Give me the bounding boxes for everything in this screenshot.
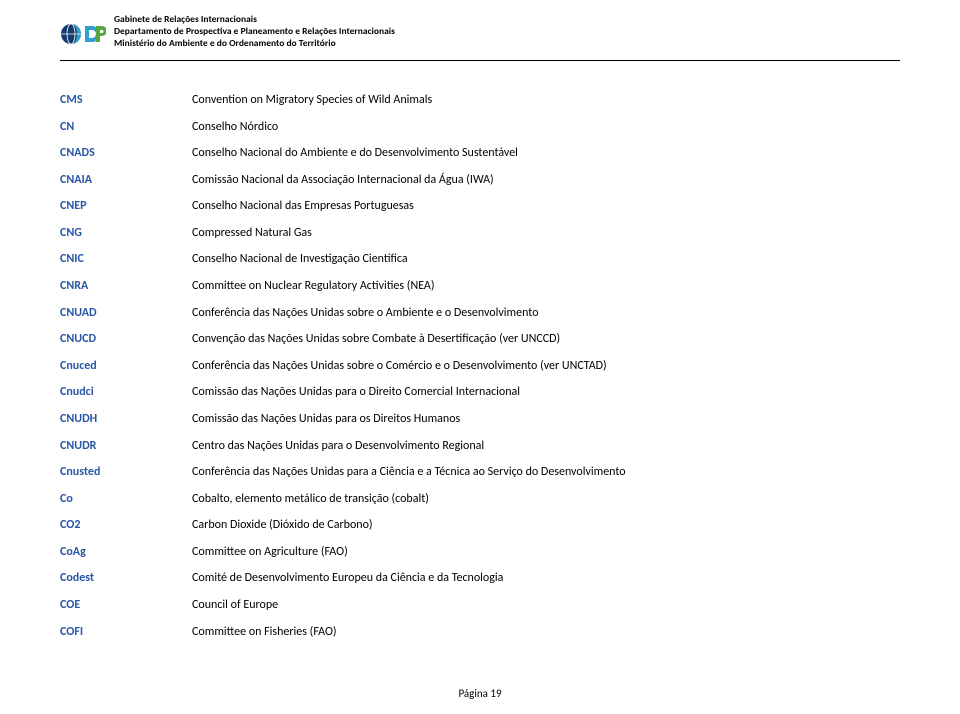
acronym-cell: CNUCD	[60, 332, 192, 359]
acronym-table: CMSConvention on Migratory Species of Wi…	[60, 93, 900, 651]
table-row: CNGCompressed Natural Gas	[60, 226, 900, 253]
table-row: CNConselho Nórdico	[60, 120, 900, 147]
acronym-cell: COE	[60, 598, 192, 625]
table-row: CNUADConferência das Nações Unidas sobre…	[60, 306, 900, 333]
acronym-cell: CNUAD	[60, 306, 192, 333]
table-row: CMSConvention on Migratory Species of Wi…	[60, 93, 900, 120]
acronym-cell: Codest	[60, 571, 192, 598]
acronym-cell: Cnudci	[60, 385, 192, 412]
header-divider	[60, 60, 900, 61]
definition-cell: Convention on Migratory Species of Wild …	[192, 93, 900, 120]
table-row: CodestComité de Desenvolvimento Europeu …	[60, 571, 900, 598]
definition-cell: Compressed Natural Gas	[192, 226, 900, 253]
table-row: CNEPConselho Nacional das Empresas Portu…	[60, 199, 900, 226]
definition-cell: Carbon Dioxide (Dióxido de Carbono)	[192, 518, 900, 545]
table-row: CNADSConselho Nacional do Ambiente e do …	[60, 146, 900, 173]
table-row: COECouncil of Europe	[60, 598, 900, 625]
definition-cell: Comité de Desenvolvimento Europeu da Ciê…	[192, 571, 900, 598]
page-footer: Página 19	[0, 687, 960, 700]
definition-cell: Comissão Nacional da Associação Internac…	[192, 173, 900, 200]
acronym-cell: CoAg	[60, 545, 192, 572]
acronym-cell: Cnuced	[60, 359, 192, 386]
acronym-cell: CNG	[60, 226, 192, 253]
table-row: CNUDRCentro das Nações Unidas para o Des…	[60, 439, 900, 466]
definition-cell: Comissão das Nações Unidas para os Direi…	[192, 412, 900, 439]
definition-cell: Convenção das Nações Unidas sobre Combat…	[192, 332, 900, 359]
acronym-cell: Co	[60, 492, 192, 519]
acronym-cell: CNAIA	[60, 173, 192, 200]
definition-cell: Conselho Nacional de Investigação Cientí…	[192, 252, 900, 279]
acronym-cell: CNADS	[60, 146, 192, 173]
header-line-2: Departamento de Prospectiva e Planeament…	[114, 26, 900, 38]
definition-cell: Conselho Nacional do Ambiente e do Desen…	[192, 146, 900, 173]
definition-cell: Conferência das Nações Unidas sobre o Am…	[192, 306, 900, 333]
acronym-table-wrap: CMSConvention on Migratory Species of Wi…	[60, 93, 900, 651]
acronym-cell: Cnusted	[60, 465, 192, 492]
acronym-table-body: CMSConvention on Migratory Species of Wi…	[60, 93, 900, 651]
definition-cell: Committee on Agriculture (FAO)	[192, 545, 900, 572]
document-page: Gabinete de Relações Internacionais Depa…	[0, 0, 960, 714]
table-row: CNUDHComissão das Nações Unidas para os …	[60, 412, 900, 439]
definition-cell: Centro das Nações Unidas para o Desenvol…	[192, 439, 900, 466]
definition-cell: Conferência das Nações Unidas sobre o Co…	[192, 359, 900, 386]
acronym-cell: CNRA	[60, 279, 192, 306]
org-logo-icon	[60, 16, 106, 52]
acronym-cell: CN	[60, 120, 192, 147]
table-row: CnustedConferência das Nações Unidas par…	[60, 465, 900, 492]
definition-cell: Conselho Nórdico	[192, 120, 900, 147]
table-row: CNAIAComissão Nacional da Associação Int…	[60, 173, 900, 200]
acronym-cell: CNEP	[60, 199, 192, 226]
table-row: COFICommittee on Fisheries (FAO)	[60, 625, 900, 652]
table-row: CNICConselho Nacional de Investigação Ci…	[60, 252, 900, 279]
header-line-3: Ministério do Ambiente e do Ordenamento …	[114, 38, 900, 50]
definition-cell: Conselho Nacional das Empresas Portugues…	[192, 199, 900, 226]
acronym-cell: CNUDH	[60, 412, 192, 439]
definition-cell: Conferência das Nações Unidas para a Ciê…	[192, 465, 900, 492]
definition-cell: Council of Europe	[192, 598, 900, 625]
acronym-cell: COFI	[60, 625, 192, 652]
table-row: CO2Carbon Dioxide (Dióxido de Carbono)	[60, 518, 900, 545]
definition-cell: Committee on Fisheries (FAO)	[192, 625, 900, 652]
table-row: CoCobalto, elemento metálico de transiçã…	[60, 492, 900, 519]
acronym-cell: CMS	[60, 93, 192, 120]
table-row: CnudciComissão das Nações Unidas para o …	[60, 385, 900, 412]
page-header: Gabinete de Relações Internacionais Depa…	[60, 14, 900, 52]
table-row: CoAgCommittee on Agriculture (FAO)	[60, 545, 900, 572]
definition-cell: Cobalto, elemento metálico de transição …	[192, 492, 900, 519]
table-row: CNRACommittee on Nuclear Regulatory Acti…	[60, 279, 900, 306]
header-text-block: Gabinete de Relações Internacionais Depa…	[114, 14, 900, 50]
table-row: CNUCDConvenção das Nações Unidas sobre C…	[60, 332, 900, 359]
definition-cell: Comissão das Nações Unidas para o Direit…	[192, 385, 900, 412]
table-row: CnucedConferência das Nações Unidas sobr…	[60, 359, 900, 386]
definition-cell: Committee on Nuclear Regulatory Activiti…	[192, 279, 900, 306]
acronym-cell: CO2	[60, 518, 192, 545]
acronym-cell: CNIC	[60, 252, 192, 279]
acronym-cell: CNUDR	[60, 439, 192, 466]
